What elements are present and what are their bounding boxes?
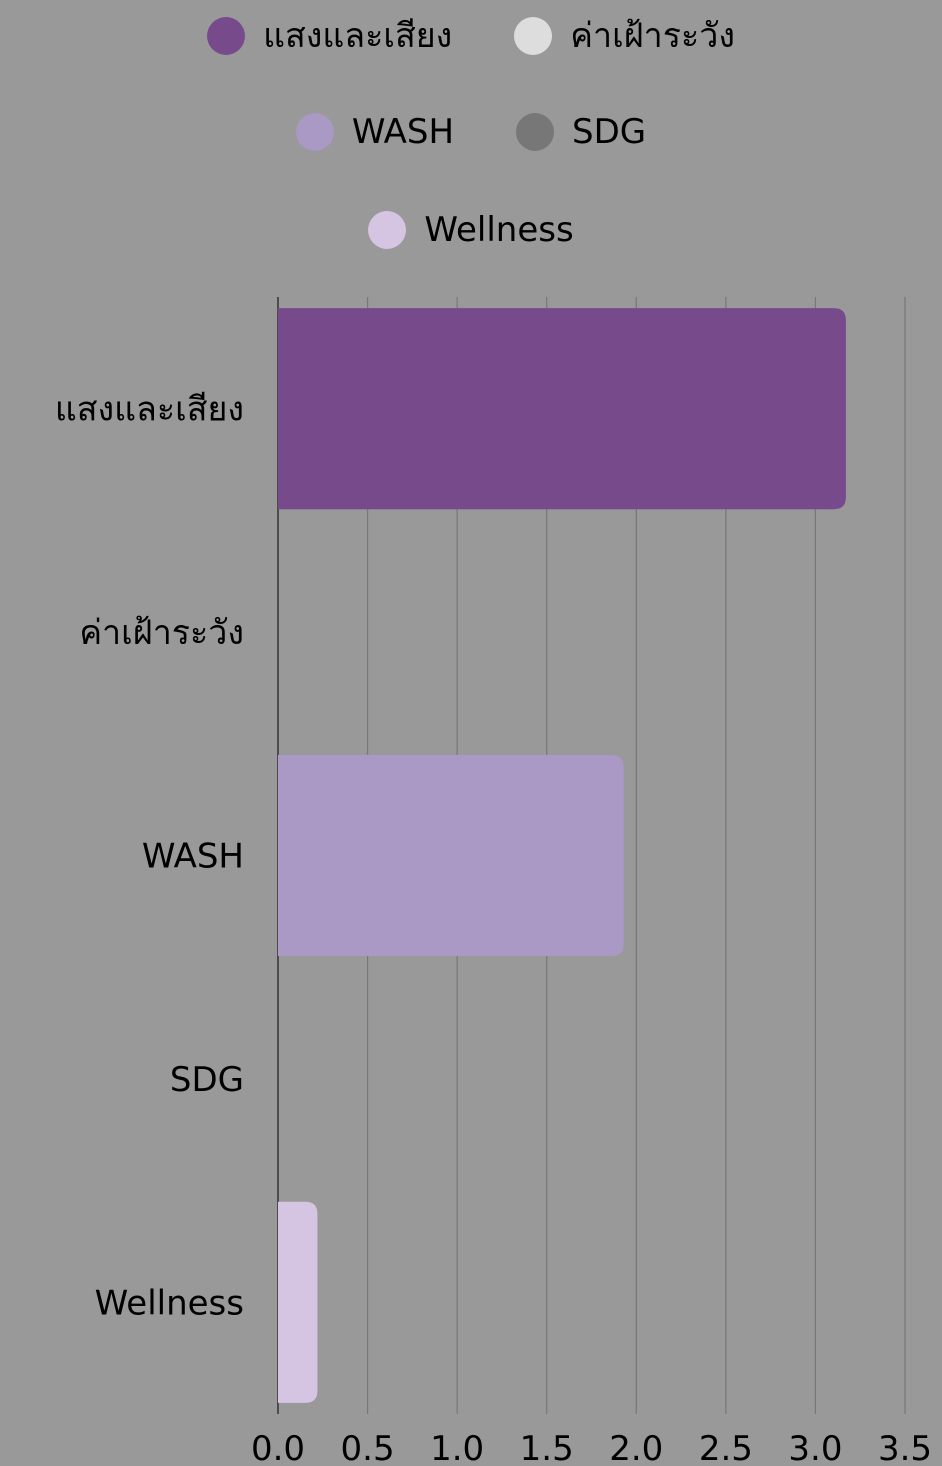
x-tick-label-0: 0.0 [251,1429,305,1466]
bar-0[interactable] [278,308,846,510]
legend-label-sdg: SDG [572,112,647,152]
legend-swatch-wellness [368,211,407,249]
x-tick-label-5: 2.5 [699,1429,753,1466]
legend-swatch-monitoring [514,17,553,55]
legend-item-wellness[interactable]: Wellness [368,210,574,250]
legend-row-2: WASH SDG [0,112,942,152]
legend-item-monitoring[interactable]: ค่าเฝ้าระวัง [514,16,735,56]
legend-item-sdg[interactable]: SDG [516,112,646,152]
legend-row-1: แสงและเสียง ค่าเฝ้าระวัง [0,16,942,56]
category-label-2: WASH [142,837,244,877]
category-label-3: SDG [170,1060,244,1100]
x-tick-label-2: 1.0 [430,1429,484,1466]
legend-label-monitoring: ค่าเฝ้าระวัง [570,16,735,56]
legend-item-wash[interactable]: WASH [295,112,455,152]
legend-row-3: Wellness [0,210,942,250]
x-tick-label-3: 1.5 [520,1429,574,1466]
legend-label-wash: WASH [351,112,455,152]
legend-item-light-sound[interactable]: แสงและเสียง [207,16,452,56]
category-label-1: ค่าเฝ้าระวัง [79,613,244,653]
bar-2[interactable] [278,754,624,957]
legend-swatch-light-sound [207,17,246,55]
x-tick-label-6: 3.0 [788,1429,842,1466]
x-tick-label-1: 0.5 [341,1429,395,1466]
legend-label-wellness: Wellness [424,210,574,250]
legend-swatch-sdg [516,113,555,151]
bar-4[interactable] [278,1201,318,1403]
category-label-0: แสงและเสียง [55,390,244,430]
x-tick-label-4: 2.0 [609,1429,663,1466]
legend-swatch-wash [295,113,334,151]
legend-label-light-sound: แสงและเสียง [263,16,453,56]
category-label-4: Wellness [95,1283,244,1323]
x-tick-label-7: 3.5 [878,1429,932,1466]
